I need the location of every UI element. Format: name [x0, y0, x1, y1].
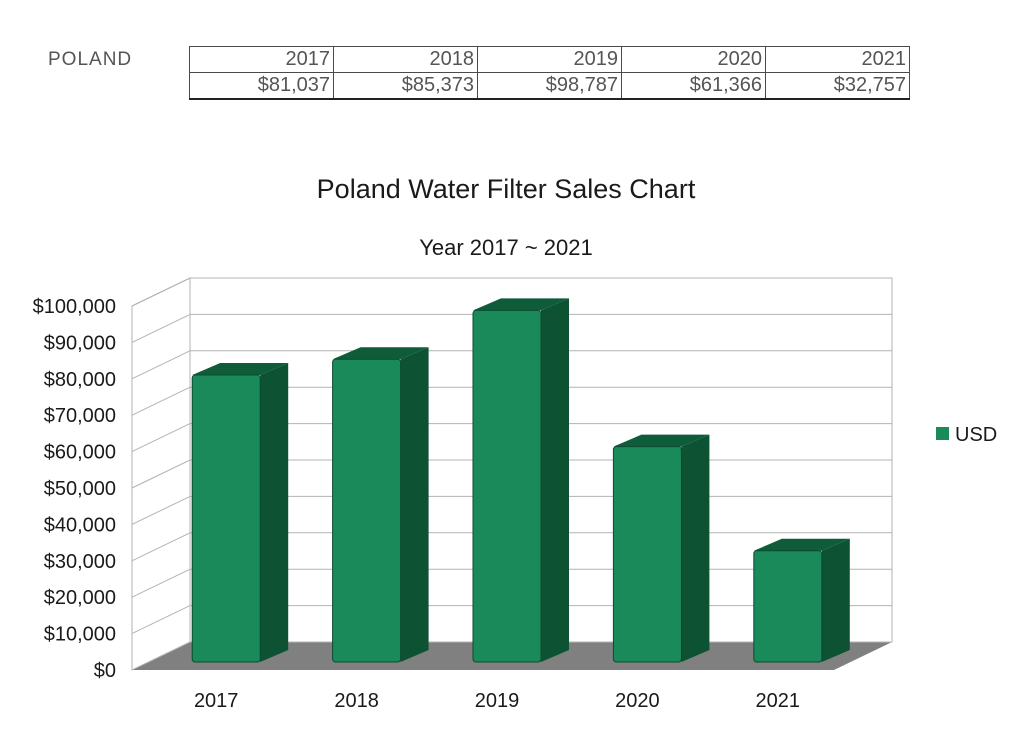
bar-front [332, 358, 402, 663]
bar-front [753, 550, 823, 663]
bar-side [541, 298, 569, 662]
gridline-side [131, 313, 191, 343]
plot-area: $0 $10,000 $20,000 $30,000 $40,000 $50,000 $60… [33, 277, 893, 712]
y-tick-label: $70,000 [44, 405, 116, 427]
gridline-side [131, 350, 191, 380]
value-cell[interactable]: $85,373 [333, 72, 478, 100]
y-tick-label: $0 [94, 660, 116, 682]
year-cell[interactable]: 2019 [477, 46, 622, 73]
y-tick-label: $90,000 [44, 332, 116, 354]
gridline-side [131, 277, 191, 307]
y-tick-label: $80,000 [44, 369, 116, 391]
x-tick-label: 2017 [194, 690, 239, 712]
bar-top [753, 538, 850, 551]
bar-side [260, 363, 289, 662]
y-tick-label: $100,000 [33, 296, 116, 318]
bar-top [613, 434, 710, 447]
chart-subtitle: Year 2017 ~ 2021 [419, 235, 593, 260]
legend: USD [936, 424, 997, 446]
y-tick-label: $40,000 [44, 514, 116, 536]
gridline-side [131, 386, 191, 416]
bar-2019 [472, 298, 569, 663]
bar-side [681, 434, 710, 662]
data-table-area: POLAND 2017 2018 2019 2020 2021 $81,037 … [0, 0, 1027, 120]
gridline-side [131, 459, 191, 489]
value-cell[interactable]: $98,787 [477, 72, 622, 100]
value-cell[interactable]: $81,037 [189, 72, 334, 100]
gridline-side [131, 495, 191, 525]
x-tick-label: 2019 [475, 690, 520, 712]
bar-side [400, 347, 429, 662]
y-tick-label: $60,000 [44, 442, 116, 464]
bar-2021 [753, 538, 850, 663]
x-tick-label: 2018 [334, 690, 379, 712]
year-cell[interactable]: 2017 [189, 46, 334, 73]
x-tick-label: 2020 [615, 690, 660, 712]
y-tick-label: $10,000 [44, 624, 116, 646]
bar-2018 [332, 347, 429, 663]
bar-top [473, 298, 569, 311]
legend-swatch-usd [936, 427, 949, 440]
gridline-side [131, 532, 191, 562]
bar-top [192, 363, 289, 376]
gridline-side [131, 423, 191, 453]
x-tick-label: 2021 [756, 690, 801, 712]
gridline-side [131, 605, 191, 635]
bar-top [332, 347, 429, 360]
bar-front [472, 309, 542, 663]
bar-front [191, 374, 261, 663]
chart-title: Poland Water Filter Sales Chart [317, 174, 696, 204]
year-cell[interactable]: 2020 [621, 46, 766, 73]
value-row: $81,037 $85,373 $98,787 $61,366 $32,757 [189, 72, 910, 100]
gridline-side [131, 568, 191, 598]
y-tick-label: $20,000 [44, 587, 116, 609]
value-cell[interactable]: $32,757 [765, 72, 910, 100]
legend-label-usd: USD [955, 424, 997, 446]
bar-2017 [191, 363, 289, 663]
bar-2020 [612, 434, 710, 663]
y-tick-label: $50,000 [44, 478, 116, 500]
country-label: POLAND [48, 49, 133, 70]
year-row: 2017 2018 2019 2020 2021 [189, 46, 910, 73]
bar-side [821, 538, 850, 662]
y-tick-label: $30,000 [44, 551, 116, 573]
year-cell[interactable]: 2018 [333, 46, 478, 73]
value-cell[interactable]: $61,366 [621, 72, 766, 100]
sales-table: 2017 2018 2019 2020 2021 $81,037 $85,373… [189, 46, 910, 100]
bar-front [612, 446, 682, 663]
